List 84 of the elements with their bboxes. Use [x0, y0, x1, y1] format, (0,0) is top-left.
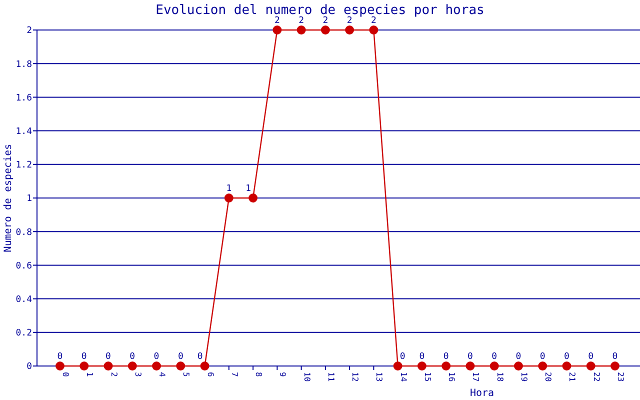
point [176, 362, 186, 370]
y-tick-label: 1.6 [16, 93, 32, 104]
x-tick-label: 22 [592, 372, 601, 382]
point [586, 362, 596, 370]
data-label: 0 [197, 352, 203, 362]
point [610, 362, 620, 370]
point [56, 362, 64, 370]
point [417, 362, 426, 370]
x-tick-label: 16 [447, 372, 456, 382]
point [442, 362, 451, 370]
y-tick-label: 1.8 [16, 60, 32, 70]
point [345, 26, 354, 34]
data-label: 0 [540, 352, 546, 362]
data-label: 0 [468, 352, 473, 362]
y-tick-label: 0.8 [16, 228, 32, 238]
data-label: 0 [130, 352, 136, 362]
y-tick-label: 2 [26, 26, 32, 36]
y-axis-title: Numero de especies [3, 144, 14, 252]
data-label: 1 [226, 184, 232, 194]
point [80, 362, 89, 370]
point [200, 362, 210, 370]
point [128, 362, 137, 370]
x-tick-label: 21 [568, 372, 577, 382]
data-label: 0 [492, 352, 498, 362]
y-tick-label: 1.4 [16, 126, 32, 137]
y-tick-label: 1 [26, 194, 32, 204]
x-tick-label: 7 [230, 372, 239, 377]
data-label: 1 [246, 184, 252, 194]
point [369, 26, 378, 34]
data-label: 2 [322, 16, 328, 26]
y-tick-label: 1.2 [16, 160, 32, 171]
y-tick-label: 0.4 [16, 294, 32, 305]
data-label: 0 [612, 352, 618, 362]
x-tick-label: 17 [471, 372, 480, 382]
x-tick-label: 19 [519, 372, 528, 382]
point [538, 362, 548, 370]
point [248, 194, 258, 202]
x-tick-label: 11 [326, 372, 336, 382]
point [514, 362, 523, 370]
data-label: 2 [274, 16, 280, 26]
data-label: 0 [443, 352, 449, 362]
data-label: 0 [57, 352, 63, 362]
data-label: 0 [178, 352, 184, 362]
x-tick-label: 12 [350, 372, 360, 382]
y-tick-label: 0.2 [16, 328, 32, 339]
x-tick-label: 4 [158, 372, 167, 377]
data-label: 0 [419, 352, 425, 362]
data-label: 0 [588, 352, 594, 362]
x-tick-label: 5 [182, 372, 191, 377]
x-tick-label: 14 [398, 372, 408, 382]
point [272, 26, 282, 34]
point [393, 362, 402, 370]
x-tick-label: 13 [374, 372, 384, 382]
x-tick-label: 23 [616, 372, 625, 382]
x-tick-label: 6 [206, 372, 215, 377]
x-tick-label: 3 [133, 372, 142, 377]
point [466, 362, 475, 370]
x-axis-title: Hora [470, 388, 494, 399]
x-tick-label: 2 [109, 372, 118, 377]
point [152, 362, 162, 370]
data-label: 2 [298, 16, 304, 26]
x-tick-label: 10 [302, 372, 312, 382]
x-tick-label: 9 [278, 372, 288, 377]
point [104, 362, 113, 370]
data-label: 0 [564, 352, 570, 362]
point [562, 362, 572, 370]
data-label: 2 [346, 16, 352, 26]
data-label: 0 [81, 352, 87, 362]
x-tick-label: 0 [61, 372, 70, 377]
point [296, 26, 306, 34]
data-label: 2 [370, 16, 376, 26]
y-tick-label: 0.6 [16, 261, 32, 272]
data-label: 0 [154, 352, 160, 362]
data-label: 0 [516, 352, 522, 362]
x-tick-label: 8 [254, 372, 264, 377]
point [490, 362, 499, 370]
x-tick-label: 15 [422, 372, 432, 382]
x-tick-label: 18 [495, 372, 504, 382]
x-tick-label: 20 [544, 372, 553, 382]
data-label: 0 [400, 352, 406, 362]
point [224, 194, 234, 202]
data-label: 0 [106, 352, 111, 362]
x-tick-label: 1 [85, 372, 94, 377]
point [320, 26, 330, 34]
